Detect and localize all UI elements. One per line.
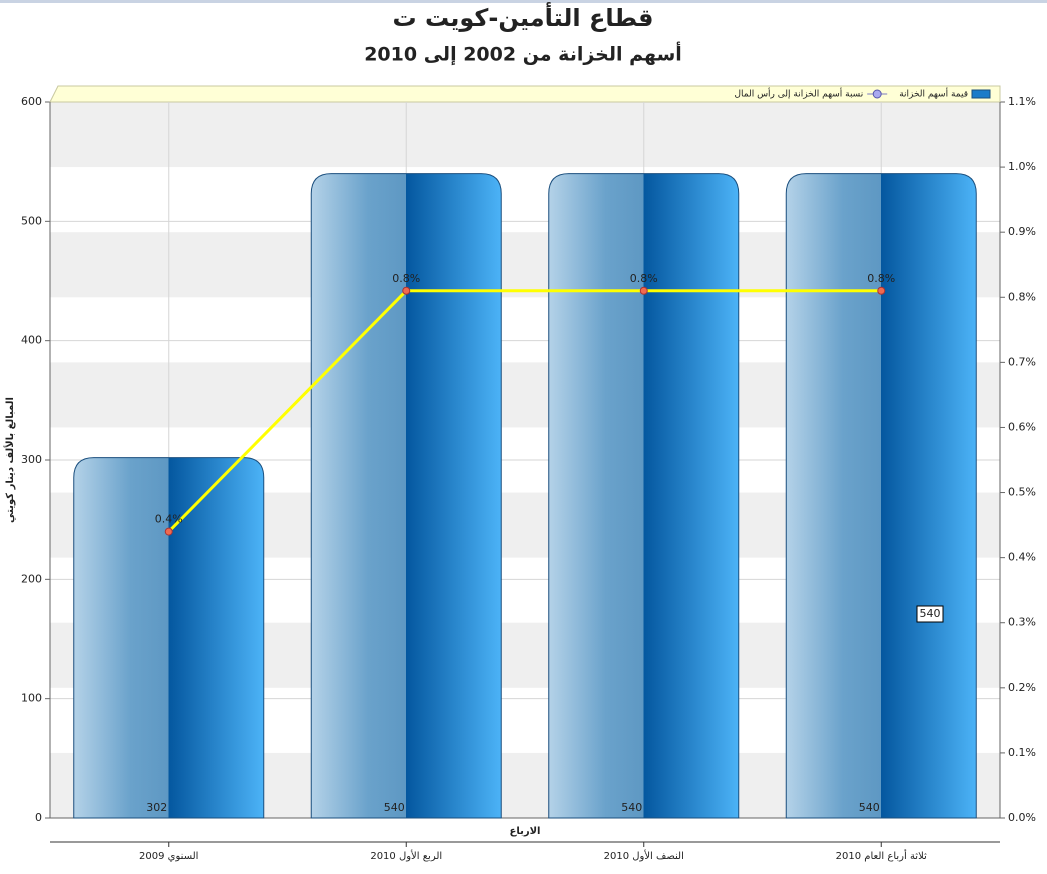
line-marker [402, 286, 411, 295]
y2-tick-label: 0.0% [1008, 811, 1036, 824]
legend-swatch [971, 89, 991, 99]
bar [310, 173, 502, 819]
line-value-label: 0.8% [867, 272, 895, 285]
y-tick-label: 100 [21, 692, 42, 705]
bar [785, 173, 977, 819]
legend-label: نسبة أسهم الخزانة إلى رأس المال [734, 88, 863, 100]
line-value-label: 0.4% [155, 513, 183, 526]
y-tick-label: 0 [35, 811, 42, 824]
bar-value-label: 540 [384, 801, 405, 814]
line-value-label: 0.8% [392, 272, 420, 285]
x-tick-label: السنوي 2009 [139, 851, 198, 862]
y2-tick-label: 0.6% [1008, 420, 1036, 433]
top-border [0, 0, 1047, 3]
x-tick-label: الربع الأول 2010 [370, 849, 442, 862]
tooltip-label: 540 [920, 607, 941, 620]
legend-label: قيمة أسهم الخزانة [899, 88, 968, 100]
y2-tick-label: 1.1% [1008, 95, 1036, 108]
y2-tick-label: 0.8% [1008, 290, 1036, 303]
bar-value-label: 540 [859, 801, 880, 814]
tooltip-box [916, 605, 944, 623]
y-tick-label: 500 [21, 214, 42, 227]
y2-tick-label: 0.1% [1008, 746, 1036, 759]
chart-subtitle: أسهم الخزانة من 2002 إلى 2010 [364, 42, 682, 66]
y-tick-label: 600 [21, 95, 42, 108]
x-axis-title: الارباع [510, 826, 541, 837]
y2-tick-label: 0.4% [1008, 551, 1036, 564]
bar [548, 173, 740, 819]
y2-tick-label: 0.5% [1008, 486, 1036, 499]
x-tick-label: ثلاثة أرباع العام 2010 [836, 849, 927, 862]
line-marker [164, 527, 173, 536]
y2-tick-label: 0.3% [1008, 616, 1036, 629]
line-value-label: 0.8% [630, 272, 658, 285]
bar-value-label: 540 [621, 801, 642, 814]
legend-band [49, 85, 1001, 103]
y-axis-title: المبالغ بالألف دينار كويتي [3, 397, 16, 523]
line-marker [877, 286, 886, 295]
y-tick-label: 400 [21, 334, 42, 347]
line-marker [639, 286, 648, 295]
line [167, 289, 882, 533]
y2-tick-label: 1.0% [1008, 160, 1036, 173]
y2-tick-label: 0.2% [1008, 681, 1036, 694]
y2-tick-label: 0.9% [1008, 225, 1036, 238]
x-tick-label: النصف الأول 2010 [604, 849, 684, 862]
y-tick-label: 200 [21, 572, 42, 585]
y-tick-label: 300 [21, 453, 42, 466]
bar-value-label: 302 [146, 801, 167, 814]
y2-tick-label: 0.7% [1008, 355, 1036, 368]
legend-swatch-marker [872, 89, 882, 99]
chart-title: قطاع التأمين-كويت ت [392, 2, 653, 32]
